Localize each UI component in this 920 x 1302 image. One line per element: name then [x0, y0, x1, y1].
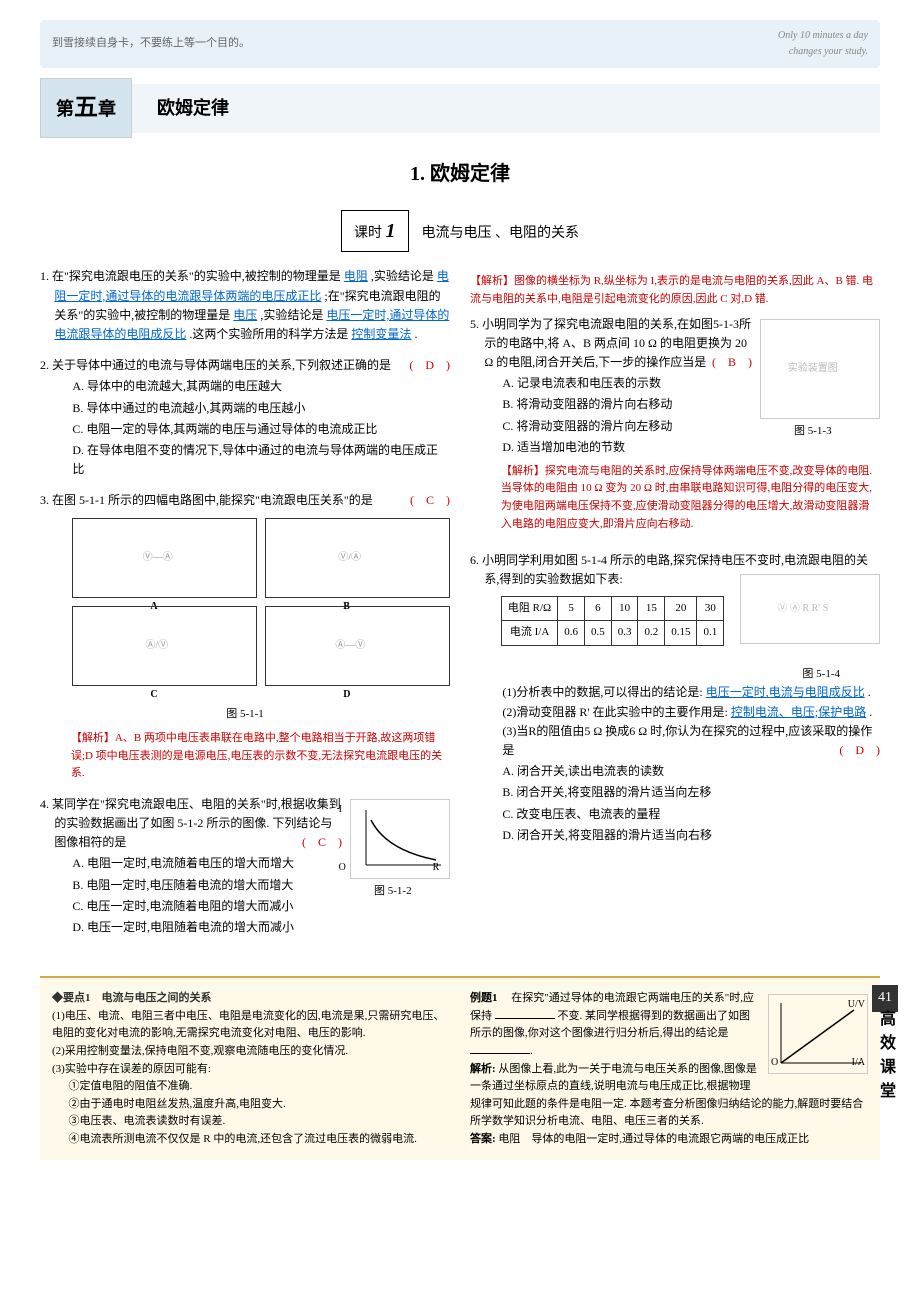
page-number: 41	[872, 985, 898, 1011]
q2-option-a: A. 导体中的电流越大,其两端的电压越大	[72, 377, 450, 396]
lesson-header: 课时 1 电流与电压 、电阻的关系	[40, 210, 880, 252]
kp-para3: (3)实验中存在误差的原因可能有:	[52, 1061, 450, 1079]
q2-answer: ( D )	[424, 356, 450, 375]
kp-para2: (2)采用控制变量法,保持电阻不变,观察电流随电压的变化情况.	[52, 1043, 450, 1061]
fig-5-1-4-caption: 图 5-1-4	[484, 666, 880, 684]
q6-sub2: (2)滑动变阻器 R' 在此实验中的主要作用是: 控制电流、电压;保护电路 .	[502, 703, 880, 722]
chapter-number: 第五章	[40, 78, 132, 138]
example-column: 41 高效课堂 U/V I/A O 例题1 在探究"通过导体的电流跟它两端电压的…	[470, 990, 868, 1148]
circuit-diagram-b: Ⓥ/ⒶB	[265, 518, 450, 598]
chapter-title: 欧姆定律	[132, 84, 880, 133]
q4-analysis-right: 【解析】图像的横坐标为 R,纵坐标为 I,表示的是电流与电阻的关系,因此 A、B…	[470, 273, 880, 308]
right-column: 【解析】图像的横坐标为 R,纵坐标为 I,表示的是电流与电阻的关系,因此 A、B…	[470, 267, 880, 951]
circuit-5-1-4: Ⓥ Ⓐ R R' S	[740, 574, 880, 644]
q6-sub3-d: D. 闭合开关,将变阻器的滑片适当向右移	[502, 826, 880, 845]
q5-analysis: 【解析】探究电流与电阻的关系时,应保持导体两端电压不变,改变导体的电阻. 当导体…	[484, 463, 880, 533]
left-column: 1. 在"探究电流跟电压的关系"的实验中,被控制的物理量是 电阻 ,实验结论是 …	[40, 267, 450, 951]
chapter-header: 第五章 欧姆定律	[40, 78, 880, 138]
q3-answer: ( C )	[424, 491, 450, 510]
side-label: 高效课堂	[872, 1010, 898, 1106]
q6-sub3-c: C. 改变电压表、电流表的量程	[502, 805, 880, 824]
graph-5-1-2: I R O	[350, 799, 450, 879]
example-answer: 答案: 电阻 导体的电阻一定时,通过导体的电流跟它两端的电压成正比	[470, 1131, 868, 1149]
kp-item-4: ④电流表所测电流不仅仅是 R 中的电流,还包含了流过电压表的微弱电流.	[69, 1131, 451, 1149]
keypoint-title: ◆要点1 电流与电压之间的关系	[52, 990, 450, 1008]
q6-sub3: (3)当R的阻值由5 Ω 换成6 Ω 时,你认为在探究的过程中,应该采取的操作是…	[502, 722, 880, 760]
header-motto: 到雪接续自身卡，不要练上等一个目的。	[52, 35, 250, 53]
question-3: 3. 在图 5-1-1 所示的四幅电路图中,能探究"电流跟电压关系"的是 ( C…	[40, 491, 450, 783]
question-6: 6. 小明同学利用如图 5-1-4 所示的电路,探究保持电压不变时,电流跟电阻的…	[470, 551, 880, 847]
keypoint-column: ◆要点1 电流与电压之间的关系 (1)电压、电流、电阻三者中电压、电阻是电流变化…	[52, 990, 450, 1148]
q6-sub3-a: A. 闭合开关,读出电流表的读数	[502, 762, 880, 781]
question-1: 1. 在"探究电流跟电压的关系"的实验中,被控制的物理量是 电阻 ,实验结论是 …	[40, 267, 450, 344]
kp-item-3: ③电压表、电流表读数时有误差.	[69, 1113, 451, 1131]
question-2: 2. 关于导体中通过的电流与导体两端电压的关系,下列叙述正确的是 ( D ) A…	[40, 356, 450, 479]
q2-option-c: C. 电阻一定的导体,其两端的电压与通过导体的电流成正比	[72, 420, 450, 439]
circuit-diagram-c: Ⓐ/ⓋC	[72, 606, 257, 686]
header-tagline: Only 10 minutes a day changes your study…	[778, 28, 868, 60]
q2-option-d: D. 在导体电阻不变的情况下,导体中通过的电流与导体两端的电压成正比	[72, 441, 450, 479]
header-bar: 到雪接续自身卡，不要练上等一个目的。 Only 10 minutes a day…	[40, 20, 880, 68]
q2-option-b: B. 导体中通过的电流越小,其两端的电压越小	[72, 399, 450, 418]
lesson-label: 课时 1	[341, 210, 409, 252]
circuit-diagram-d: Ⓐ—ⓋD	[265, 606, 450, 686]
data-table-q6: 电阻 R/Ω 5 6 10 15 20 30 电流 I/A 0.6 0.5 0.…	[501, 596, 724, 646]
q5-option-d: D. 适当增加电池的节数	[502, 438, 880, 457]
example-graph: U/V I/A O	[768, 994, 868, 1074]
section-title: 1. 欧姆定律	[40, 158, 880, 190]
fig-5-1-1-caption: 图 5-1-1	[54, 706, 450, 724]
q5-answer: ( B )	[726, 353, 752, 372]
fig-5-1-3-caption: 图 5-1-3	[760, 423, 880, 441]
kp-item-1: ①定值电阻的阻值不准确.	[69, 1078, 451, 1096]
q4-option-d: D. 电压一定时,电阻随着电流的增大而减小	[72, 918, 450, 937]
lesson-subtitle: 电流与电压 、电阻的关系	[422, 223, 580, 245]
circuit-diagram-a: Ⓥ—ⒶA	[72, 518, 257, 598]
q6-sub3-answer: ( D )	[839, 741, 880, 760]
device-image-5-1-3: 实验装置图	[760, 319, 880, 419]
q6-sub1: (1)分析表中的数据,可以得出的结论是: 电压一定时,电流与电阻成反比 .	[502, 683, 880, 702]
kp-para1: (1)电压、电流、电阻三者中电压、电阻是电流变化的因,电流是果,只需研究电压、电…	[52, 1008, 450, 1043]
question-5: 实验装置图 5. 小明同学为了探究电流跟电阻的关系,在如图5-1-3所示的电路中…	[470, 315, 880, 540]
q4-answer: ( C )	[316, 833, 342, 852]
q6-sub3-b: B. 闭合开关,将变阻器的滑片适当向左移	[502, 783, 880, 802]
question-4: I R O 4. 某同学在"探究电流跟电压、电阻的关系"时,根据收集到的实验数据…	[40, 795, 450, 939]
q3-analysis: 【解析】A、B 两项中电压表串联在电路中,整个电路相当于开路,故这两项错误;D …	[54, 730, 450, 783]
fig-5-1-2-caption: 图 5-1-2	[350, 883, 450, 901]
kp-item-2: ②由于通电时电阻丝发热,温度升高,电阻变大.	[69, 1096, 451, 1114]
footer-section: ◆要点1 电流与电压之间的关系 (1)电压、电流、电阻三者中电压、电阻是电流变化…	[40, 976, 880, 1160]
